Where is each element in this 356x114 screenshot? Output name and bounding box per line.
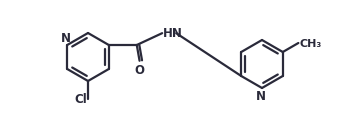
- Text: HN: HN: [163, 26, 183, 39]
- Text: Cl: Cl: [74, 93, 87, 106]
- Text: N: N: [256, 89, 266, 102]
- Text: CH₃: CH₃: [299, 39, 321, 49]
- Text: N: N: [61, 32, 71, 45]
- Text: O: O: [135, 63, 145, 76]
